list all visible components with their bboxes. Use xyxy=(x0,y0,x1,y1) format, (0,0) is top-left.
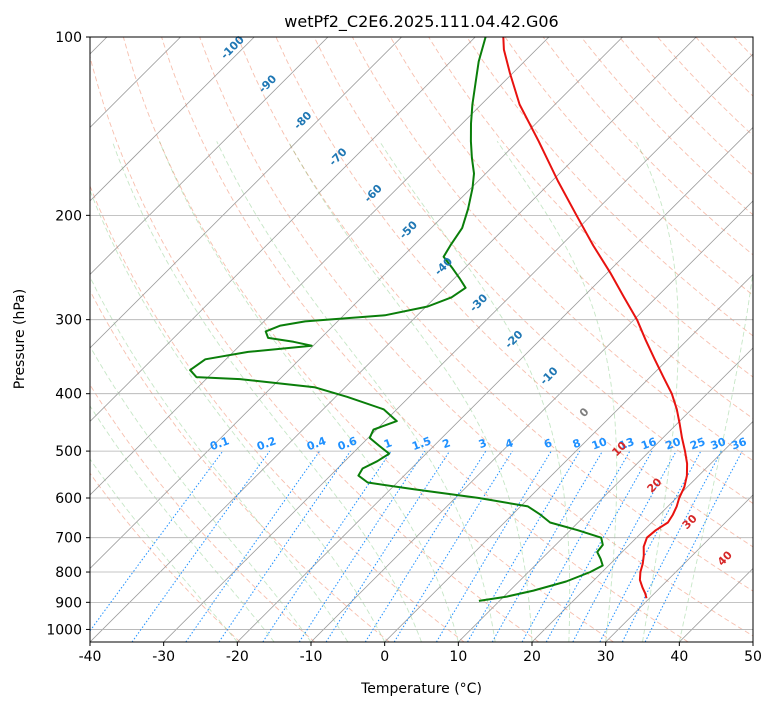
y-tick-label: 900 xyxy=(55,595,82,611)
y-tick-label: 500 xyxy=(55,444,82,460)
x-tick-label: 30 xyxy=(597,649,615,665)
x-tick-label: -30 xyxy=(152,649,175,665)
chart-title: wetPf2_C2E6.2025.111.04.42.G06 xyxy=(284,12,558,32)
x-tick-label: 20 xyxy=(523,649,541,665)
x-tick-label: -20 xyxy=(226,649,249,665)
y-tick-label: 700 xyxy=(55,531,82,547)
x-axis-label: Temperature (°C) xyxy=(360,681,482,697)
y-axis-label: Pressure (hPa) xyxy=(12,289,28,389)
x-tick-label: 0 xyxy=(380,649,389,665)
x-tick-label: -10 xyxy=(300,649,323,665)
x-tick-label: 40 xyxy=(670,649,688,665)
y-tick-label: 600 xyxy=(55,491,82,507)
y-tick-label: 100 xyxy=(55,30,82,46)
x-tick-label: -40 xyxy=(79,649,102,665)
y-tick-label: 1000 xyxy=(46,622,82,638)
x-tick-label: 50 xyxy=(744,649,762,665)
x-tick-label: 10 xyxy=(449,649,467,665)
y-tick-label: 800 xyxy=(55,565,82,581)
y-tick-label: 200 xyxy=(55,208,82,224)
y-tick-label: 300 xyxy=(55,313,82,329)
y-tick-label: 400 xyxy=(55,387,82,403)
